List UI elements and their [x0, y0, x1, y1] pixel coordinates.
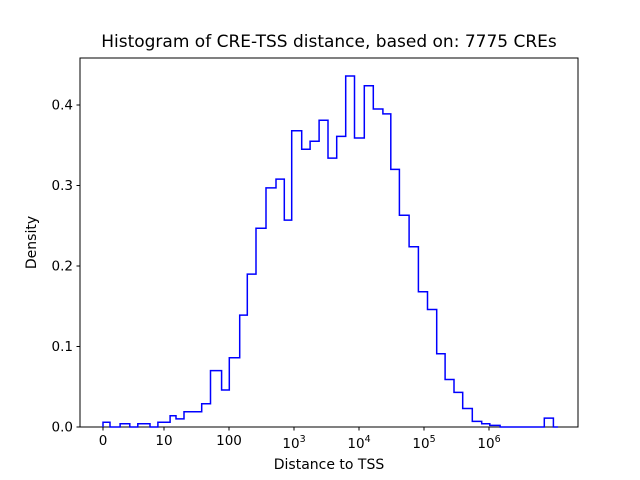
x-axis-label: Distance to TSS [274, 457, 385, 473]
y-tick-label-0: 0.0 [52, 420, 73, 436]
x-tick-label-3: 103 [282, 434, 305, 452]
y-axis-label: Density [24, 216, 40, 269]
y-tick-label-3: 0.3 [52, 178, 73, 194]
x-axis-ticks: 0 10 100 103 104 105 106 [99, 427, 501, 452]
y-tick-label-4: 0.4 [52, 98, 73, 114]
figure-title: Histogram of CRE-TSS distance, based on:… [101, 32, 557, 52]
axes-frame [79, 57, 579, 428]
y-tick-label-1: 0.1 [52, 339, 73, 355]
y-axis-ticks: 0.0 0.1 0.2 0.3 0.4 [52, 98, 80, 436]
x-tick-label-4: 104 [347, 434, 370, 452]
x-tick-label-0: 0 [99, 433, 108, 449]
histogram-step-line [102, 75, 558, 428]
x-tick-label-5: 105 [412, 434, 435, 452]
y-tick-label-2: 0.2 [52, 259, 73, 275]
x-tick-label-1: 10 [155, 433, 172, 449]
x-tick-label-2: 100 [216, 433, 242, 449]
x-tick-label-6: 106 [477, 434, 500, 452]
